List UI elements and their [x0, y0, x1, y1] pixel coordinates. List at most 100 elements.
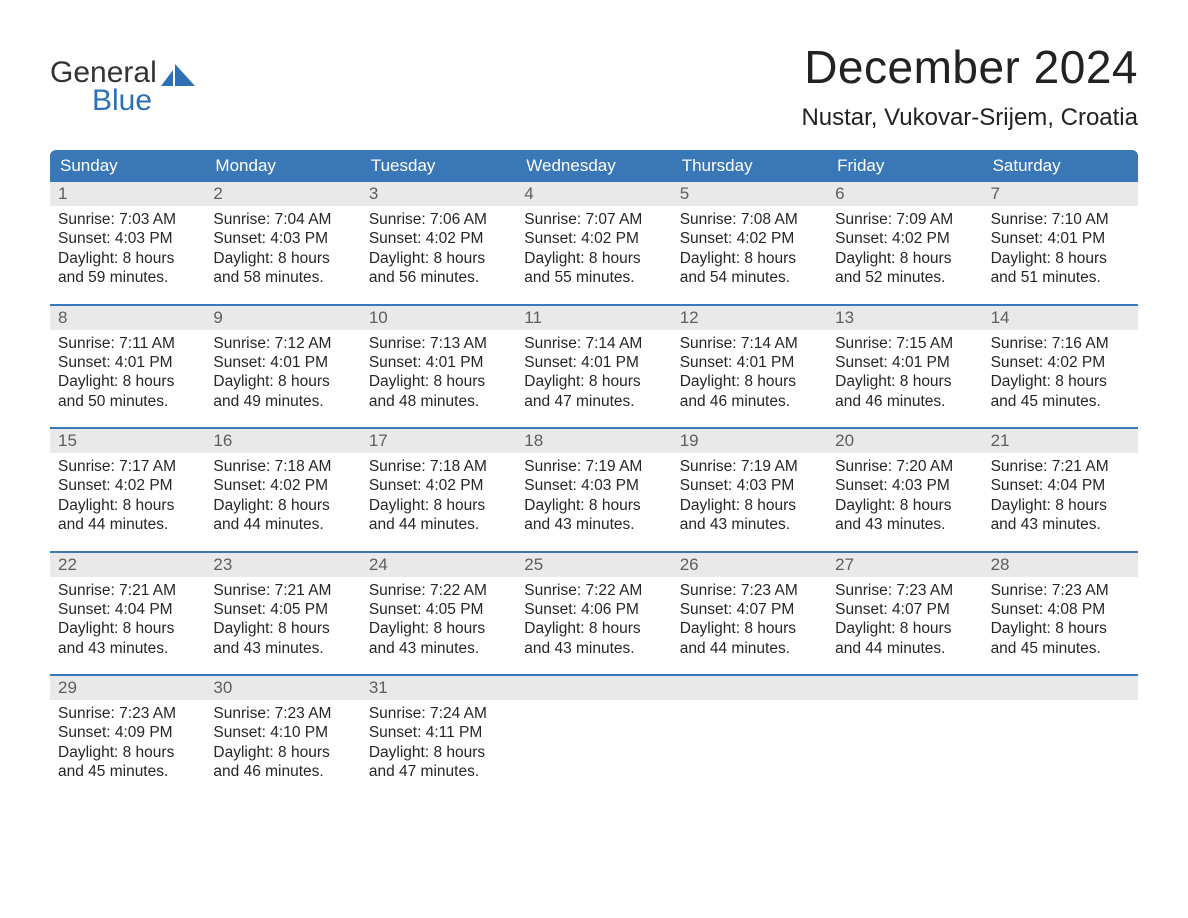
sunrise-line: Sunrise: 7:21 AM [213, 581, 352, 600]
sunrise-line: Sunrise: 7:22 AM [524, 581, 663, 600]
sunrise-line: Sunrise: 7:09 AM [835, 210, 974, 229]
sunrise-value: 7:18 AM [275, 458, 332, 475]
sunrise-value: 7:23 AM [119, 705, 176, 722]
sunrise-value: 7:23 AM [896, 582, 953, 599]
day-content-row: Sunrise: 7:11 AMSunset: 4:01 PMDaylight:… [50, 330, 1138, 412]
day-cell [827, 700, 982, 782]
daylight-value-1: 8 hours [278, 620, 330, 637]
daylight-value-1: 8 hours [433, 620, 485, 637]
daylight-value-1: 8 hours [744, 497, 796, 514]
daylight-line-1: Daylight: 8 hours [991, 619, 1130, 638]
weeks-container: 1234567Sunrise: 7:03 AMSunset: 4:03 PMDa… [50, 182, 1138, 782]
sunset-value: 4:07 PM [737, 601, 795, 618]
sunrise-label: Sunrise: [369, 582, 430, 599]
daylight-label: Daylight: [58, 373, 123, 390]
sunset-label: Sunset: [213, 230, 270, 247]
sunset-label: Sunset: [991, 230, 1048, 247]
sunrise-line: Sunrise: 7:06 AM [369, 210, 508, 229]
sunset-label: Sunset: [991, 477, 1048, 494]
sunset-value: 4:02 PM [426, 230, 484, 247]
logo-text-2: Blue [92, 86, 195, 116]
sunset-value: 4:01 PM [1047, 230, 1105, 247]
sunrise-label: Sunrise: [991, 335, 1052, 352]
sunset-line: Sunset: 4:11 PM [369, 723, 508, 742]
sunset-line: Sunset: 4:03 PM [58, 229, 197, 248]
sunset-line: Sunset: 4:03 PM [680, 476, 819, 495]
sunset-line: Sunset: 4:01 PM [991, 229, 1130, 248]
sunrise-line: Sunrise: 7:07 AM [524, 210, 663, 229]
sunset-label: Sunset: [524, 230, 581, 247]
weekday-label: Saturday [983, 150, 1138, 182]
sunset-value: 4:01 PM [115, 354, 173, 371]
day-cell: Sunrise: 7:21 AMSunset: 4:05 PMDaylight:… [205, 577, 360, 659]
sunset-label: Sunset: [213, 477, 270, 494]
sunrise-label: Sunrise: [524, 582, 585, 599]
daylight-label: Daylight: [680, 497, 745, 514]
daylight-label: Daylight: [524, 373, 589, 390]
sunset-line: Sunset: 4:08 PM [991, 600, 1130, 619]
sunrise-value: 7:13 AM [430, 335, 487, 352]
sunrise-label: Sunrise: [58, 335, 119, 352]
sunrise-label: Sunrise: [835, 335, 896, 352]
day-number [516, 676, 671, 700]
sunset-line: Sunset: 4:02 PM [369, 229, 508, 248]
daylight-value-1: 8 hours [589, 373, 641, 390]
daylight-line-1: Daylight: 8 hours [58, 249, 197, 268]
daylight-line-2: and 43 minutes. [213, 639, 352, 658]
sunset-line: Sunset: 4:02 PM [991, 353, 1130, 372]
day-number-row: 22232425262728 [50, 553, 1138, 577]
sunrise-line: Sunrise: 7:03 AM [58, 210, 197, 229]
sunrise-label: Sunrise: [213, 335, 274, 352]
daylight-value-1: 8 hours [1055, 497, 1107, 514]
daylight-line-2: and 48 minutes. [369, 392, 508, 411]
sunset-value: 4:04 PM [115, 601, 173, 618]
daylight-line-2: and 54 minutes. [680, 268, 819, 287]
sunrise-line: Sunrise: 7:21 AM [991, 457, 1130, 476]
sunrise-value: 7:08 AM [741, 211, 798, 228]
brand-logo: General Blue [50, 58, 195, 116]
sunset-value: 4:01 PM [892, 354, 950, 371]
day-number-row: 891011121314 [50, 306, 1138, 330]
week-row: 1234567Sunrise: 7:03 AMSunset: 4:03 PMDa… [50, 182, 1138, 288]
day-cell: Sunrise: 7:14 AMSunset: 4:01 PMDaylight:… [672, 330, 827, 412]
sunrise-label: Sunrise: [680, 335, 741, 352]
sunrise-line: Sunrise: 7:23 AM [58, 704, 197, 723]
weekday-header-row: SundayMondayTuesdayWednesdayThursdayFrid… [50, 150, 1138, 182]
sunrise-value: 7:21 AM [1052, 458, 1109, 475]
sunrise-label: Sunrise: [213, 211, 274, 228]
sunrise-label: Sunrise: [524, 335, 585, 352]
weekday-label: Tuesday [361, 150, 516, 182]
sunset-label: Sunset: [680, 477, 737, 494]
sunset-label: Sunset: [680, 354, 737, 371]
sunset-value: 4:01 PM [270, 354, 328, 371]
sunrise-value: 7:16 AM [1052, 335, 1109, 352]
sunset-label: Sunset: [58, 477, 115, 494]
day-number: 2 [205, 182, 360, 206]
sunset-label: Sunset: [213, 724, 270, 741]
sunset-value: 4:10 PM [270, 724, 328, 741]
sunrise-value: 7:14 AM [741, 335, 798, 352]
sunset-line: Sunset: 4:04 PM [58, 600, 197, 619]
sunrise-value: 7:18 AM [430, 458, 487, 475]
daylight-value-1: 8 hours [1055, 620, 1107, 637]
month-title: December 2024 [801, 40, 1138, 94]
daylight-label: Daylight: [835, 373, 900, 390]
sunset-line: Sunset: 4:02 PM [524, 229, 663, 248]
sunrise-value: 7:20 AM [896, 458, 953, 475]
daylight-line-2: and 56 minutes. [369, 268, 508, 287]
day-cell: Sunrise: 7:24 AMSunset: 4:11 PMDaylight:… [361, 700, 516, 782]
sunrise-value: 7:19 AM [741, 458, 798, 475]
daylight-line-2: and 44 minutes. [835, 639, 974, 658]
day-number: 27 [827, 553, 982, 577]
daylight-line-1: Daylight: 8 hours [213, 496, 352, 515]
daylight-line-2: and 44 minutes. [369, 515, 508, 534]
sunset-label: Sunset: [369, 601, 426, 618]
sunset-line: Sunset: 4:05 PM [213, 600, 352, 619]
daylight-line-1: Daylight: 8 hours [680, 249, 819, 268]
daylight-line-1: Daylight: 8 hours [369, 619, 508, 638]
day-number: 25 [516, 553, 671, 577]
day-number: 12 [672, 306, 827, 330]
sunset-value: 4:03 PM [115, 230, 173, 247]
day-number: 24 [361, 553, 516, 577]
sunrise-label: Sunrise: [369, 211, 430, 228]
